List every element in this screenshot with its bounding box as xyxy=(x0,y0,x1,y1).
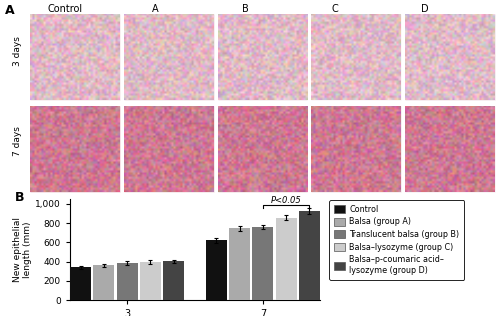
Bar xyxy=(276,218,296,300)
Y-axis label: New epithelial
length (mm): New epithelial length (mm) xyxy=(13,217,32,282)
Bar xyxy=(94,265,114,300)
Text: P<0.05: P<0.05 xyxy=(270,196,302,205)
FancyBboxPatch shape xyxy=(405,106,495,192)
FancyBboxPatch shape xyxy=(312,14,401,100)
Bar xyxy=(163,261,184,300)
Text: 3 days: 3 days xyxy=(13,36,22,66)
FancyBboxPatch shape xyxy=(124,106,214,192)
FancyBboxPatch shape xyxy=(218,14,308,100)
Bar xyxy=(229,228,250,300)
FancyBboxPatch shape xyxy=(312,106,401,192)
FancyBboxPatch shape xyxy=(405,14,495,100)
FancyBboxPatch shape xyxy=(124,14,214,100)
Text: D: D xyxy=(421,4,429,14)
Text: A: A xyxy=(5,4,15,17)
Text: A: A xyxy=(152,4,158,14)
Bar xyxy=(299,211,320,300)
Bar xyxy=(116,263,138,300)
Text: C: C xyxy=(332,4,338,14)
Bar xyxy=(252,227,274,300)
Legend: Control, Balsa (group A), Translucent balsa (group B), Balsa–lysozyme (group C),: Control, Balsa (group A), Translucent ba… xyxy=(329,200,464,280)
Bar xyxy=(140,262,161,300)
Bar xyxy=(70,267,91,300)
FancyBboxPatch shape xyxy=(30,14,120,100)
Text: Control: Control xyxy=(48,4,82,14)
Text: B: B xyxy=(15,191,24,204)
Bar xyxy=(206,240,227,300)
FancyBboxPatch shape xyxy=(218,106,308,192)
Text: 7 days: 7 days xyxy=(13,126,22,156)
FancyBboxPatch shape xyxy=(30,106,120,192)
Text: B: B xyxy=(242,4,248,14)
